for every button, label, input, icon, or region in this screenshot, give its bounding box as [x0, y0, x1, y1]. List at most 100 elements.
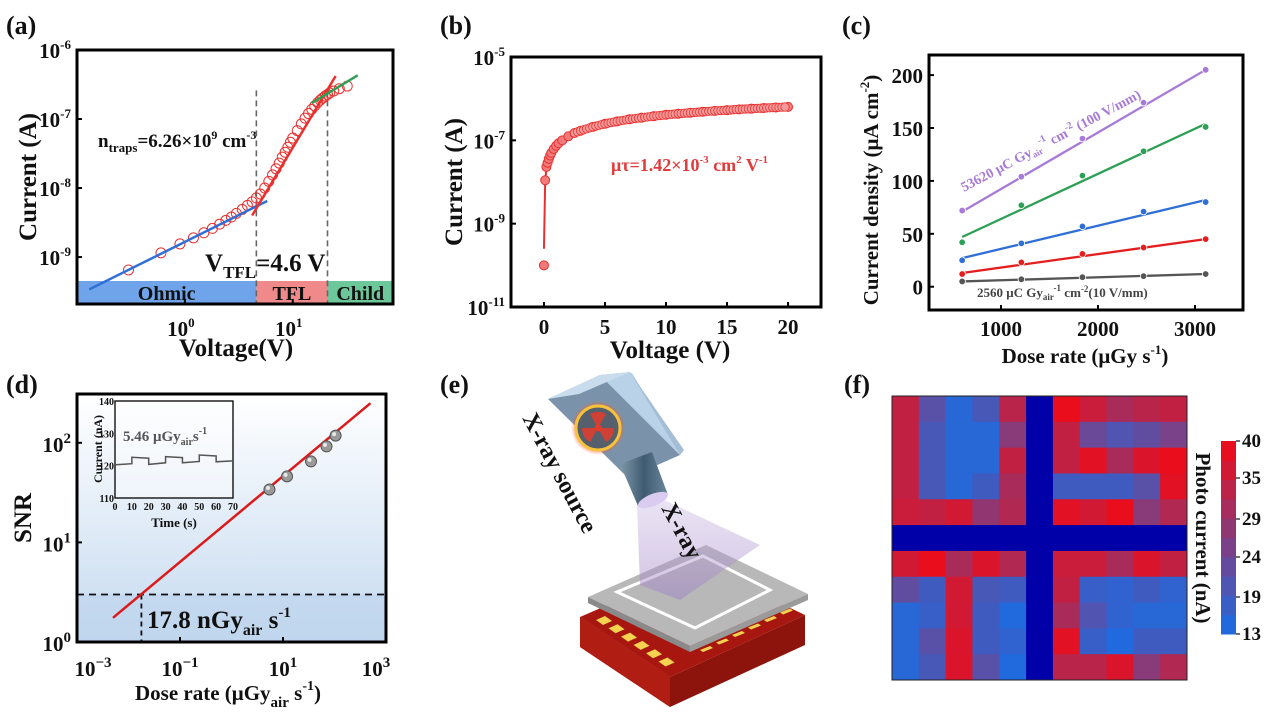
- panel-c: (c) 0 50 100 150 200 1000 2000 3000 53620 μC Gy…: [842, 11, 1245, 368]
- inset-x-tick-label: 0: [113, 502, 118, 513]
- x-tick-label: 1000: [980, 317, 1022, 341]
- xray-beam: [637, 498, 760, 600]
- x-tick-label: 101: [269, 655, 298, 681]
- gold-pad: [700, 646, 713, 652]
- data-point: [329, 429, 342, 442]
- y-tick-label-base: 10: [43, 433, 64, 457]
- x-tick-label-base: 10: [161, 657, 182, 681]
- data-point: [1017, 239, 1026, 248]
- panel-label-b: (b): [440, 11, 472, 40]
- x-tick-label-exp: 3: [383, 655, 391, 671]
- colorbar-tick-label: 40: [1242, 431, 1261, 452]
- x-tick-label: 103: [362, 655, 391, 681]
- heatmap-cell: [1079, 628, 1108, 655]
- y-axis-label-c: Current density (μA cm-2): [857, 75, 883, 306]
- heatmap-cell: [892, 602, 920, 629]
- x-axis-label-d: Dose rate (μGyair s-1): [135, 679, 321, 711]
- colorbar: 40 35 29 24 19 13: [1221, 431, 1262, 645]
- region-band-tfl: [256, 281, 328, 304]
- data-point: [281, 470, 294, 483]
- heatmap-grid: [892, 396, 1188, 681]
- gold-pad: [716, 638, 729, 645]
- data-point: [1017, 172, 1026, 181]
- ntraps-annotation: ntraps=6.26×109 cm-3: [98, 128, 256, 155]
- inset-y-label: Current (nA): [91, 415, 105, 483]
- axes-frame-a: [75, 48, 395, 306]
- heatmap-cell: [1106, 421, 1134, 449]
- heatmap-cell: [945, 499, 973, 526]
- plot-area-c: [958, 66, 1210, 286]
- x-tick-label-exp: 0: [188, 315, 195, 330]
- colorbar-segment: [1221, 576, 1236, 596]
- data-point: [958, 206, 966, 215]
- data-point-highlight: [323, 442, 328, 447]
- inset-x-tick-label: 60: [211, 502, 221, 513]
- heatmap-cell: [1133, 396, 1161, 423]
- plot-area-b: [538, 101, 794, 271]
- inset-chart: 0 10 20 30 40 50 60 70 110 120 130 140 5.46 μGyairs…: [91, 397, 238, 530]
- x-tick-label-base: 10: [275, 317, 296, 341]
- x-tick-label-exp: −3: [95, 655, 111, 671]
- y-tick-label-exp: -9: [494, 211, 505, 226]
- fit-line: [112, 402, 372, 619]
- y-tick-label-exp: -9: [60, 244, 71, 259]
- heatmap-cell: [1160, 525, 1188, 552]
- x-tick-label-base: 10: [269, 657, 290, 681]
- heatmap-cell: [1133, 550, 1161, 578]
- heatmap-cell: [972, 576, 1000, 604]
- data-point: [1201, 66, 1210, 74]
- heatmap-cell: [1079, 576, 1108, 604]
- gold-pad: [732, 631, 745, 637]
- heatmap-cell: [1079, 499, 1108, 526]
- heatmap-cell: [918, 499, 947, 526]
- data-point: [540, 175, 551, 186]
- panel-label-f: (f): [844, 370, 870, 399]
- data-point: [1139, 147, 1148, 155]
- data-point: [1201, 270, 1210, 278]
- panel-label-d: (d): [6, 370, 38, 399]
- colorbar-segment: [1221, 441, 1236, 461]
- panel-f: (f) 40 35 29 24 19 13 Photo current (nA): [844, 370, 1262, 681]
- gold-pad: [658, 657, 675, 667]
- data-point: [1201, 235, 1210, 243]
- heatmap-cell: [945, 628, 973, 655]
- heatmap-cell: [1160, 421, 1188, 449]
- heatmap-cell: [999, 499, 1027, 526]
- x-tick-label: 0: [539, 315, 550, 339]
- source-lens: [620, 452, 668, 506]
- y-tick-label: 200: [892, 64, 924, 88]
- heatmap-frame: [891, 395, 1188, 681]
- heatmap-cell: [1052, 447, 1081, 474]
- heatmap-cell: [918, 396, 947, 423]
- data-point: [958, 256, 966, 264]
- heatmap-cell: [999, 602, 1027, 629]
- heatmap-cell: [945, 473, 973, 500]
- heatmap-cell: [945, 550, 973, 578]
- x-axis-label-a: Voltage(V): [179, 335, 293, 362]
- data-point: [1017, 258, 1026, 267]
- y-tick-label: 50: [902, 223, 923, 247]
- inset-x-tick-label: 40: [177, 502, 187, 513]
- heatmap-cell: [1160, 602, 1188, 629]
- colorbar-tick-label: 13: [1242, 624, 1261, 645]
- y-tick-label: 10-8: [39, 175, 71, 201]
- y-tick-label-base: 10: [473, 213, 494, 237]
- y-tick-label-exp: 2: [64, 431, 72, 447]
- y-tick-label-exp: -6: [60, 37, 71, 52]
- heatmap-cell: [999, 473, 1027, 500]
- heatmap-cell: [918, 421, 947, 449]
- heatmap-cell: [1160, 654, 1188, 681]
- colorbar-tick-label: 35: [1242, 468, 1261, 489]
- inset-frame: [114, 400, 234, 499]
- heatmap-cell: [945, 654, 973, 681]
- heatmap-cell: [972, 473, 1000, 500]
- data-point: [328, 85, 340, 97]
- data-point: [187, 232, 199, 244]
- region-band-ohmic: [77, 281, 257, 304]
- heatmap-cell: [918, 576, 947, 604]
- heatmap-cell: [1052, 628, 1081, 655]
- data-point-highlight: [307, 457, 312, 462]
